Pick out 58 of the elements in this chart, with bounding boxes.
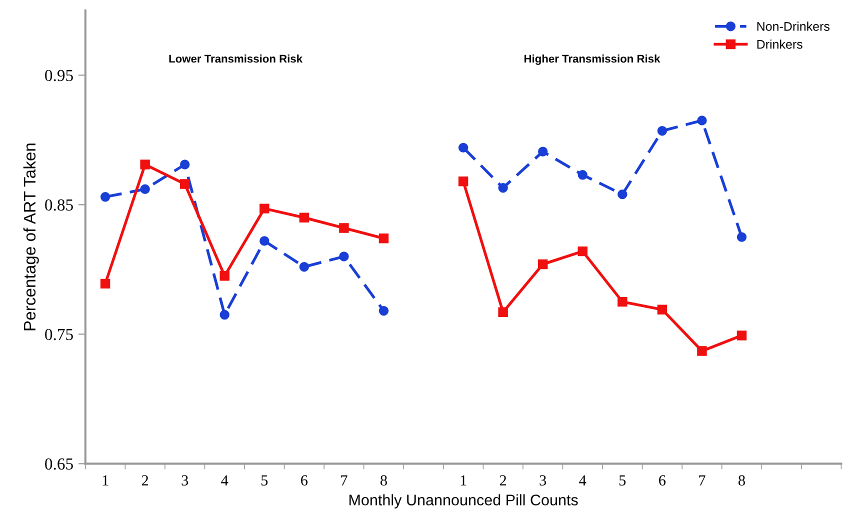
- point: [299, 212, 310, 222]
- point: [578, 170, 588, 180]
- y-tick-label: 0.65: [45, 458, 73, 470]
- point: [299, 262, 310, 272]
- point: [458, 176, 468, 186]
- point: [378, 306, 389, 316]
- point: [140, 160, 150, 170]
- point: [220, 271, 230, 281]
- x-tick-label: 7: [341, 475, 348, 486]
- point: [498, 307, 508, 318]
- point: [180, 160, 190, 170]
- x-tick-label: 7: [699, 475, 706, 486]
- x-tick-label: 3: [540, 475, 546, 486]
- y-tick-label: 0.75: [45, 328, 73, 340]
- point: [538, 259, 548, 270]
- y-tick-label: 0.85: [45, 199, 73, 211]
- point: [100, 278, 110, 289]
- point: [618, 189, 628, 200]
- legend-label: Non-Drinkers: [757, 22, 830, 31]
- x-tick-label: 1: [102, 475, 108, 486]
- point: [736, 330, 747, 340]
- point: [697, 116, 707, 126]
- point: [538, 146, 548, 156]
- point: [339, 252, 349, 262]
- x-tick-label: 2: [500, 475, 506, 486]
- annotation: Lower Transmission Risk: [169, 54, 303, 63]
- x-tick-label: 2: [142, 475, 148, 486]
- point: [736, 232, 747, 242]
- x-axis-title: Monthly Unannounced Pill Counts: [349, 494, 578, 508]
- x-tick-label: 8: [738, 475, 745, 486]
- point: [657, 304, 668, 314]
- point: [498, 182, 508, 193]
- annotation: Higher Transmission Risk: [524, 54, 660, 65]
- point: [100, 192, 110, 202]
- x-tick-label: 5: [261, 475, 268, 486]
- point: [458, 142, 468, 153]
- y-axis-title: Percentage of ART Taken: [23, 144, 39, 330]
- point: [260, 236, 270, 246]
- x-tick-label: 8: [380, 475, 387, 486]
- x-tick-label: 6: [301, 475, 308, 486]
- x-tick-label: 4: [579, 475, 586, 486]
- point: [180, 179, 190, 189]
- point: [578, 246, 588, 256]
- y-tick-label: 0.95: [45, 70, 73, 82]
- point: [697, 346, 707, 356]
- legend-label: Drinkers: [757, 40, 802, 49]
- x-tick-label: 1: [460, 475, 466, 486]
- point: [657, 126, 668, 136]
- x-tick-label: 3: [182, 475, 188, 486]
- point: [220, 310, 230, 320]
- point: [339, 223, 349, 233]
- point: [140, 184, 150, 194]
- point: [378, 233, 389, 244]
- x-tick-label: 4: [221, 475, 228, 486]
- x-tick-label: 6: [659, 475, 666, 486]
- point: [260, 204, 270, 214]
- x-tick-label: 5: [619, 475, 626, 486]
- point: [618, 296, 628, 307]
